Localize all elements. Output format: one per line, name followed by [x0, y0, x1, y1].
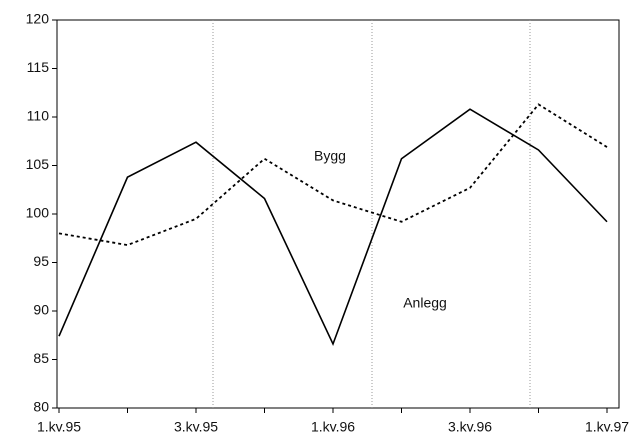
y-tick-label: 90	[33, 302, 49, 318]
y-tick-label: 110	[27, 108, 50, 124]
x-tick-label: 3.kv.96	[448, 419, 492, 435]
y-tick-label: 85	[33, 350, 49, 366]
y-tick-label: 105	[26, 156, 50, 172]
series-annotation: Anlegg	[403, 295, 447, 311]
plot-frame	[56, 19, 620, 409]
x-tick-label: 3.kv.95	[174, 419, 218, 435]
y-tick-label: 115	[27, 59, 50, 75]
y-tick-label: 80	[33, 399, 49, 415]
series-line	[58, 103, 608, 246]
series-line	[58, 108, 608, 347]
y-tick-label: 95	[33, 253, 49, 269]
y-tick-label: 100	[26, 205, 50, 221]
x-tick-label: 1.kv.96	[311, 419, 355, 435]
series-annotation: Bygg	[314, 148, 346, 164]
x-tick-label: 1.kv.95	[37, 419, 81, 435]
x-tick-label: 1.kv.97	[585, 419, 629, 435]
y-tick-label: 120	[26, 11, 50, 27]
